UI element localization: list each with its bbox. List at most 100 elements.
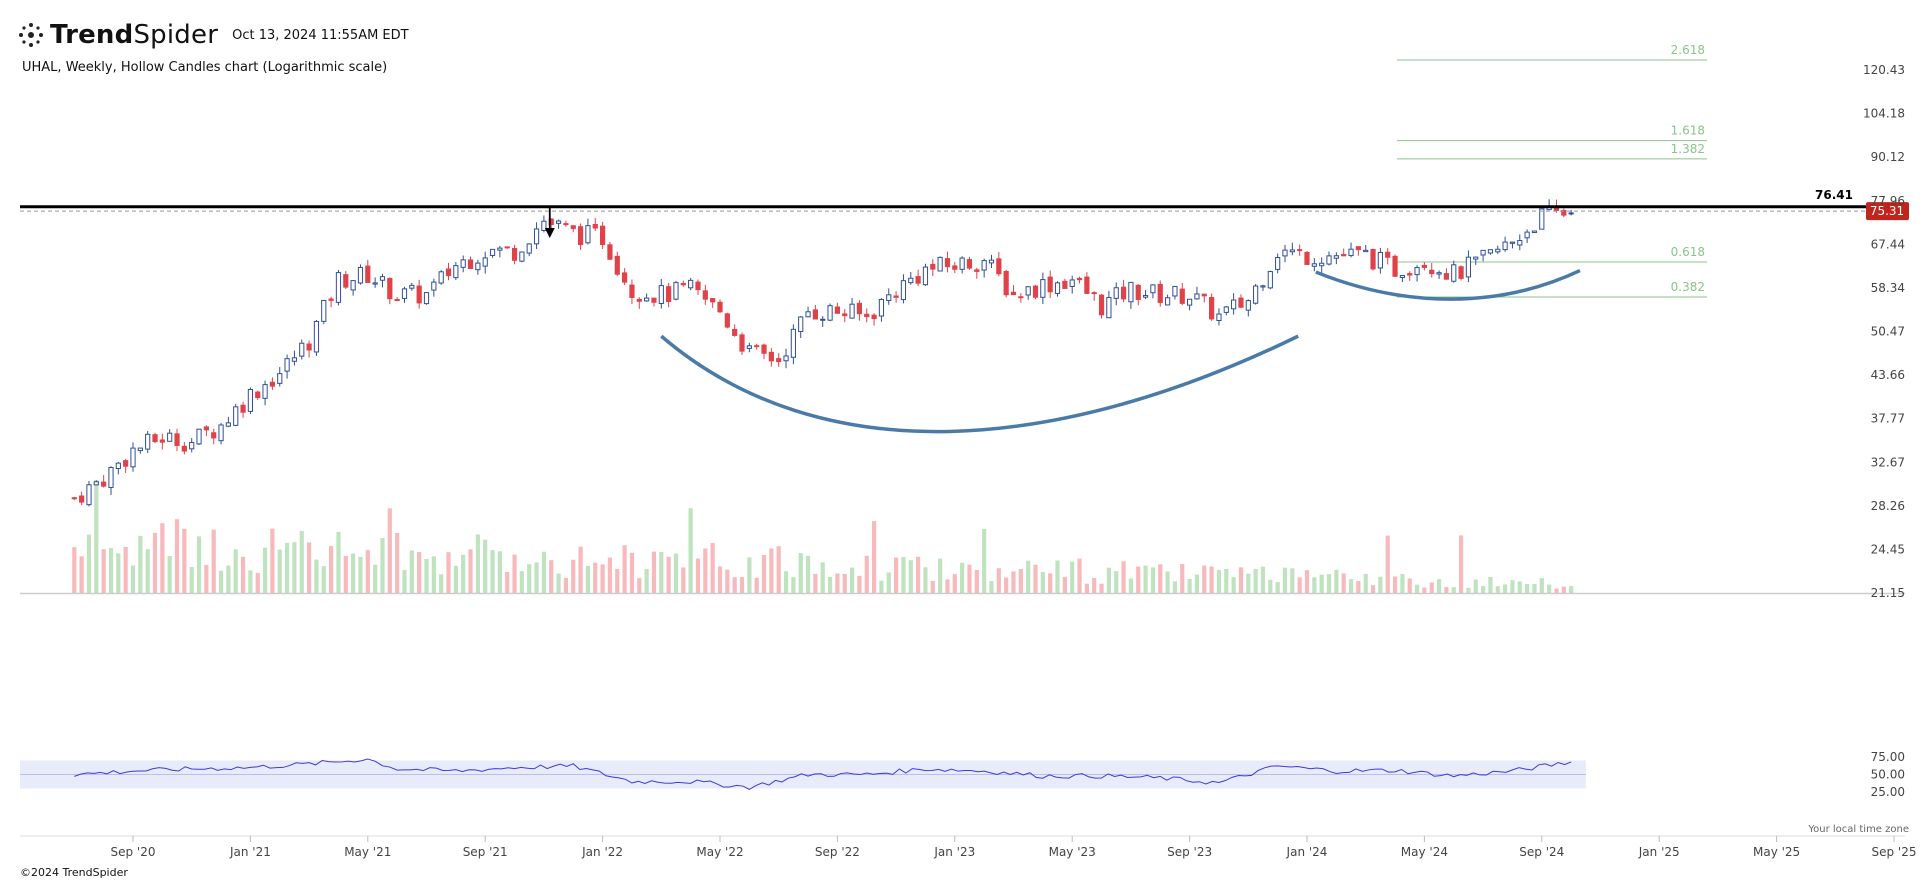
candle-body — [1561, 209, 1567, 216]
candle — [761, 343, 767, 360]
volume-bar — [292, 542, 297, 593]
candle-body — [533, 228, 540, 245]
candle — [739, 332, 745, 355]
candle-body — [423, 292, 430, 305]
volume-bar — [908, 560, 913, 593]
volume-bar — [703, 548, 708, 593]
candle-body — [636, 298, 642, 302]
candle-body — [1084, 276, 1090, 294]
candle-body — [1076, 277, 1083, 281]
candle — [328, 296, 334, 308]
volume-bar — [431, 556, 436, 593]
candle-body — [1003, 270, 1009, 296]
candle — [1069, 275, 1075, 294]
candle — [658, 279, 664, 309]
candle — [101, 475, 107, 488]
candle-body — [1157, 283, 1163, 303]
resistance-label: 76.41 — [1815, 188, 1853, 202]
volume-bar — [563, 577, 569, 593]
candle-body — [1326, 255, 1332, 265]
volume-bar — [116, 553, 121, 593]
candle-body — [71, 497, 77, 500]
volume-bar — [1488, 576, 1493, 593]
candle — [1157, 280, 1163, 307]
candle-body — [328, 298, 334, 301]
volume-bar — [1334, 569, 1339, 593]
candle — [211, 428, 217, 445]
candle — [893, 291, 899, 303]
candle-body — [1142, 294, 1149, 298]
candle — [812, 304, 818, 320]
candle — [592, 218, 598, 232]
candle-body — [754, 345, 760, 348]
candle-body — [827, 305, 833, 321]
candle — [453, 261, 459, 280]
volume-bar — [1084, 583, 1089, 593]
candle-body — [585, 225, 591, 244]
candle-body — [1267, 271, 1273, 289]
volume-bar — [1106, 567, 1111, 593]
volume-bar — [578, 546, 583, 593]
candle — [776, 353, 782, 367]
volume-bar — [1077, 558, 1082, 593]
candle — [636, 297, 642, 309]
volume-bar — [622, 545, 627, 593]
candle — [1495, 245, 1501, 254]
candle — [1047, 270, 1053, 299]
candle — [1223, 305, 1229, 316]
candle — [1062, 278, 1068, 289]
candle-body — [915, 276, 921, 284]
candle — [827, 303, 833, 322]
candle-body — [1120, 286, 1127, 300]
candle-body — [1231, 299, 1237, 310]
candle — [864, 308, 870, 323]
candle-body — [1539, 208, 1545, 230]
volume-bar — [365, 550, 370, 593]
candle-body — [629, 284, 635, 298]
volume-bar — [600, 564, 605, 593]
candle — [695, 279, 701, 295]
volume-bar — [248, 570, 253, 593]
candle — [1128, 281, 1134, 309]
candle-body — [555, 220, 562, 224]
volume-bar — [1180, 563, 1185, 593]
candle — [1436, 270, 1442, 279]
candle — [533, 222, 540, 249]
candle — [1003, 269, 1009, 298]
volume-bar — [167, 555, 172, 593]
candle — [614, 251, 620, 277]
candle — [372, 277, 378, 288]
candle-body — [489, 248, 496, 256]
candle — [299, 339, 305, 360]
volume-bar — [453, 565, 458, 593]
candle — [1561, 208, 1567, 218]
volume-bar — [1026, 560, 1031, 593]
candle-body — [101, 481, 107, 487]
candle — [196, 428, 202, 446]
candle — [1179, 283, 1185, 306]
candle-body — [922, 266, 929, 286]
candle — [1524, 229, 1530, 244]
candle-body — [482, 257, 488, 267]
candle — [768, 348, 774, 367]
candle — [1502, 236, 1508, 252]
volume-bar — [240, 556, 246, 593]
candle — [1260, 284, 1266, 291]
candle-body — [695, 281, 701, 291]
candle-body — [1407, 273, 1413, 276]
volume-bar — [1341, 573, 1346, 593]
volume-bar — [629, 552, 635, 593]
candle — [710, 298, 716, 308]
candle — [130, 442, 136, 472]
candle — [1018, 293, 1024, 303]
volume-bar — [321, 566, 326, 593]
price-axis-tick: 24.45 — [1871, 542, 1905, 556]
candle-body — [1377, 251, 1383, 269]
candle-body — [145, 433, 151, 450]
candle — [1363, 244, 1369, 253]
candle — [688, 277, 694, 291]
candle — [1253, 283, 1259, 305]
candle — [159, 433, 165, 450]
candle — [79, 491, 85, 506]
